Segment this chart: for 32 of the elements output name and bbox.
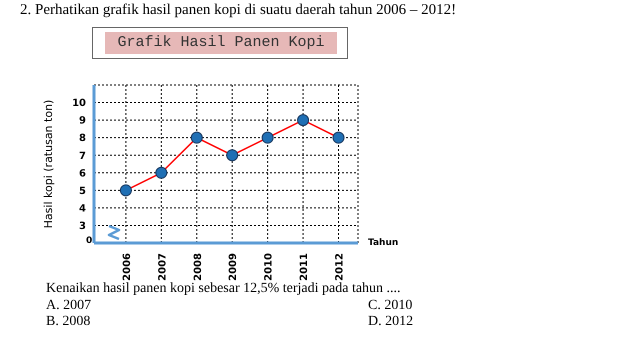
chart-subtitle: Grafik Hasil Panen Kopi — [105, 32, 337, 54]
text: B. 2008 — [46, 314, 90, 330]
text: D. 2012 — [368, 314, 414, 330]
point — [120, 184, 132, 196]
x-tick-label: 2010 — [264, 252, 275, 281]
text: C. 2010 — [368, 298, 412, 314]
x-tick-label: 2006 — [122, 252, 133, 281]
point — [226, 149, 238, 162]
y-tick-label: 6 — [79, 168, 86, 180]
y-tick-label: 3 — [79, 220, 86, 232]
point — [262, 132, 274, 144]
y-tick-label: 4 — [79, 203, 86, 214]
point — [332, 132, 345, 144]
x-tick-label: 2008 — [192, 252, 204, 281]
text: A. 2007 — [46, 298, 92, 314]
y-tick-label: 5 — [79, 186, 86, 197]
x-tick-label: 2012 — [334, 252, 346, 281]
y-tick-label: 9 — [79, 116, 86, 127]
x-tick-label: 2011 — [299, 252, 310, 281]
y-tick-label: 7 — [79, 150, 86, 162]
y-tick-label: 10 — [72, 98, 86, 110]
chart-title: 2. Perhatikan grafik hasil panen kopi di suatu daerah tahun 2006 – 2012! — [20, 2, 456, 19]
y-tick-label: 8 — [79, 133, 86, 144]
text: 0 — [86, 236, 92, 246]
point — [297, 114, 310, 126]
x-axis-title: Tahun — [368, 238, 398, 248]
text: Kenaikan hasil panen kopi sebesar 12,5% terjadi pada tahun .... — [46, 281, 401, 297]
x-tick-label: 2007 — [157, 252, 168, 281]
y-axis-title: Hasil kopi (ratusan ton) — [42, 100, 55, 228]
x-tick-label: 2009 — [228, 252, 240, 281]
point — [155, 166, 168, 179]
point — [190, 132, 203, 144]
